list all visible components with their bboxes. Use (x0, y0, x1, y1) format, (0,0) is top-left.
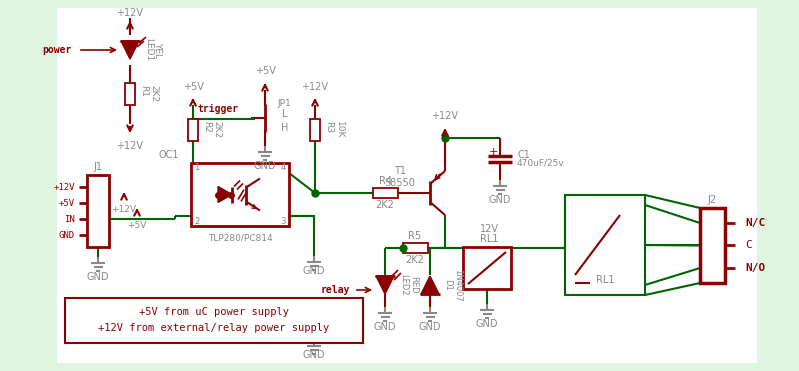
Polygon shape (121, 41, 139, 59)
Text: S8550: S8550 (384, 178, 415, 188)
Text: LED2: LED2 (400, 274, 408, 296)
Text: 2K2: 2K2 (376, 200, 395, 210)
Text: 2K2: 2K2 (406, 255, 424, 265)
Bar (700, 208, 725, 283)
Text: trigger: trigger (197, 104, 239, 114)
Text: GND: GND (303, 350, 325, 360)
Bar (125, 83, 135, 105)
Text: GND: GND (374, 322, 396, 332)
Text: +5V: +5V (255, 66, 276, 76)
Text: +12V from external/relay power supply: +12V from external/relay power supply (98, 323, 330, 333)
Text: LED1: LED1 (145, 38, 153, 62)
Text: RL1: RL1 (596, 275, 614, 285)
Polygon shape (421, 276, 439, 294)
Text: C1: C1 (517, 150, 530, 160)
Bar (310, 119, 320, 141)
Text: C: C (745, 240, 752, 250)
Text: +5V: +5V (59, 198, 75, 207)
Bar (372, 188, 397, 198)
Text: R1: R1 (140, 85, 149, 97)
Polygon shape (376, 276, 394, 294)
Text: +12V: +12V (117, 8, 144, 18)
Text: D1: D1 (443, 279, 452, 291)
Polygon shape (218, 187, 232, 203)
Text: +12V: +12V (54, 183, 75, 191)
Text: GND: GND (59, 230, 75, 240)
Text: 2: 2 (194, 217, 200, 226)
Text: +12V: +12V (431, 111, 459, 121)
Bar (188, 119, 198, 141)
Text: power: power (42, 45, 72, 55)
Text: 470uF/25v: 470uF/25v (517, 158, 565, 167)
Bar (191, 163, 289, 226)
Text: 3: 3 (280, 217, 286, 226)
Text: L: L (282, 109, 288, 119)
Bar (65, 298, 363, 343)
Bar (565, 195, 645, 295)
Text: 10K: 10K (335, 121, 344, 139)
Text: IN: IN (64, 214, 75, 223)
Text: GND: GND (303, 266, 325, 276)
Text: 4: 4 (280, 164, 285, 173)
Text: GND: GND (419, 322, 441, 332)
Bar (757, 8, 799, 363)
Text: R2: R2 (202, 121, 212, 133)
Text: N/C: N/C (745, 218, 765, 228)
Text: GND: GND (489, 195, 511, 205)
Text: +5V: +5V (182, 82, 204, 92)
Text: +12V: +12V (112, 204, 137, 213)
Text: +: + (489, 147, 498, 157)
Text: J1: J1 (93, 162, 102, 172)
Text: YEL: YEL (153, 42, 162, 58)
Text: R5: R5 (408, 231, 422, 241)
Text: +5V from uC power supply: +5V from uC power supply (139, 307, 289, 317)
Text: GND: GND (87, 272, 109, 282)
Text: 12V: 12V (479, 224, 499, 234)
Text: +12V: +12V (301, 82, 328, 92)
Text: +12V: +12V (117, 141, 144, 151)
Text: 2K2: 2K2 (149, 85, 158, 102)
Text: RED: RED (410, 276, 419, 294)
Text: R3: R3 (324, 121, 333, 133)
Bar (57, 8, 757, 363)
Text: RL1: RL1 (479, 234, 499, 244)
Text: 2K2: 2K2 (213, 121, 221, 138)
Text: JP1: JP1 (277, 99, 291, 108)
Text: T1: T1 (394, 166, 406, 176)
Text: H: H (281, 123, 288, 133)
Text: J2: J2 (708, 195, 717, 205)
Text: 1: 1 (194, 164, 200, 173)
Bar (463, 247, 511, 289)
Text: relay: relay (320, 285, 350, 295)
Text: TLP280/PC814: TLP280/PC814 (208, 233, 272, 243)
Text: +5V: +5V (127, 220, 147, 230)
Bar (403, 243, 427, 253)
Text: R4: R4 (379, 176, 392, 186)
Text: 1N4007: 1N4007 (454, 269, 463, 301)
Text: GND: GND (254, 161, 276, 171)
Text: GND: GND (475, 319, 499, 329)
Text: N/O: N/O (745, 263, 765, 273)
Bar (87, 175, 109, 247)
Text: OC1: OC1 (158, 150, 179, 160)
